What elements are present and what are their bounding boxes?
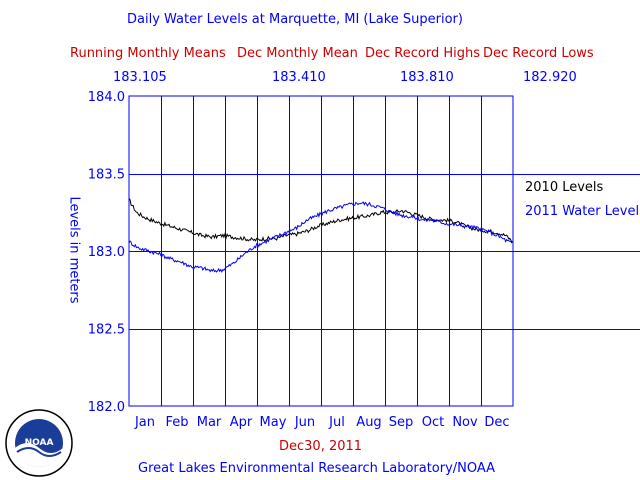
dec-monthly-mean-value: 183.410 — [272, 70, 326, 85]
x-tick-label: May — [260, 415, 287, 430]
legend-2010-levels: 2010 Levels — [525, 180, 604, 195]
footer-date: Dec30, 2011 — [279, 439, 363, 454]
x-tick-label: Aug — [356, 415, 381, 430]
y-tick-label: 183.0 — [88, 245, 125, 260]
dec-record-highs-value: 183.810 — [400, 70, 454, 85]
series-line-2011-water-level — [128, 201, 513, 273]
running-monthly-means-value: 183.105 — [113, 70, 167, 85]
chart-title: Daily Water Levels at Marquette, MI (Lak… — [127, 12, 463, 27]
x-tick-label: Sep — [389, 415, 414, 430]
dec-record-lows-value: 182.920 — [523, 70, 577, 85]
y-tick-label: 183.5 — [88, 168, 125, 183]
y-tick-label: 184.0 — [88, 90, 125, 105]
x-tick-label: Feb — [165, 415, 188, 430]
x-tick-label: Mar — [197, 415, 222, 430]
dec-record-lows-label: Dec Record Lows — [483, 46, 594, 61]
x-tick-label: Nov — [452, 415, 478, 430]
legend-2011-water-level: 2011 Water Level — [525, 204, 640, 219]
footer-credit: Great Lakes Environmental Research Labor… — [138, 461, 496, 476]
noaa-logo-text: NOAA — [25, 438, 54, 448]
series-line-2010-levels — [128, 198, 514, 243]
y-tick-label: 182.0 — [88, 400, 125, 415]
x-tick-label: Apr — [230, 415, 253, 430]
x-tick-label: Jan — [134, 415, 155, 430]
x-tick-label: Jul — [328, 415, 345, 430]
y-tick-label: 182.5 — [88, 323, 125, 338]
x-tick-label: Oct — [422, 415, 444, 430]
x-tick-label: Dec — [484, 415, 509, 430]
dec-monthly-mean-label: Dec Monthly Mean — [237, 46, 358, 61]
noaa-logo: NOAA — [5, 409, 73, 477]
running-monthly-means-label: Running Monthly Means — [70, 46, 226, 61]
x-tick-label: Jun — [294, 415, 315, 430]
dec-record-highs-label: Dec Record Highs — [365, 46, 480, 61]
